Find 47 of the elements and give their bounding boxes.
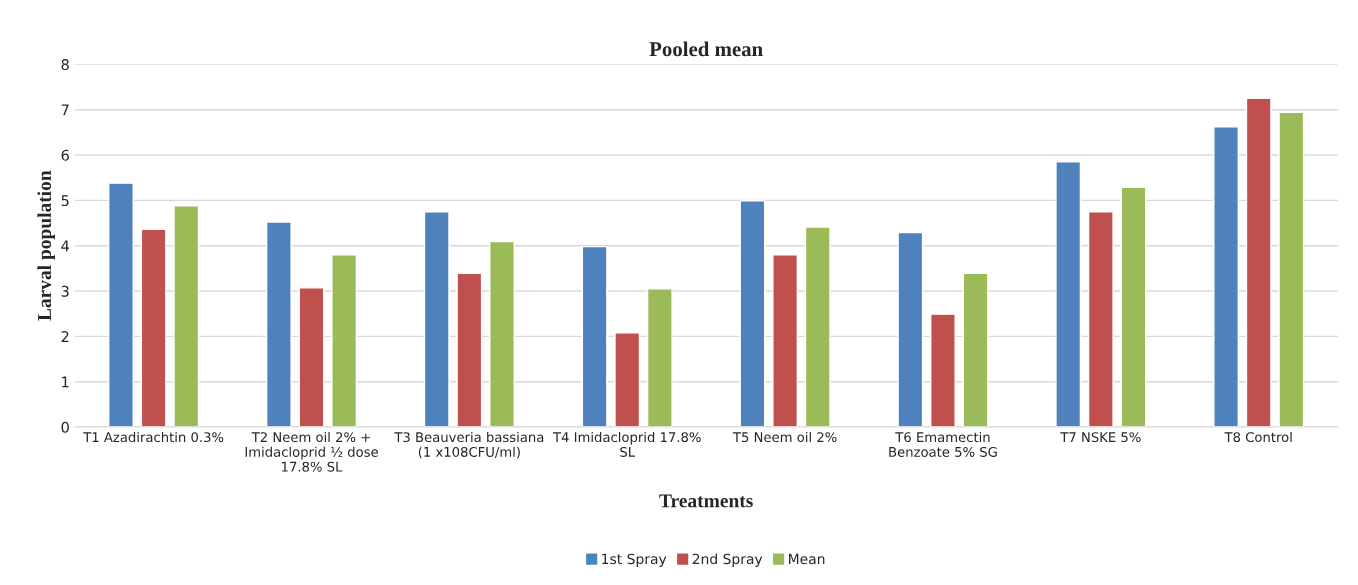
bar bbox=[1278, 111, 1305, 428]
bar bbox=[581, 245, 608, 428]
legend-label: 2nd Spray bbox=[692, 553, 763, 567]
x-tick-label: T4 Imidacloprid 17.8% SL bbox=[552, 431, 701, 457]
y-tick-label: 5 bbox=[61, 195, 69, 207]
y-tick-label: 4 bbox=[61, 240, 70, 252]
y-tick-label: 0 bbox=[61, 421, 69, 433]
bar bbox=[265, 221, 292, 428]
y-axis-title: Larval population bbox=[37, 170, 55, 321]
y-tick-label: 3 bbox=[61, 285, 69, 297]
bar bbox=[930, 313, 956, 428]
x-tick-label: T8 Control bbox=[1224, 431, 1292, 443]
chart-title: Pooled mean bbox=[649, 41, 763, 57]
x-tick-label: T3 Beauveria bassiana (1 x108CFU/ml) bbox=[394, 431, 544, 459]
y-tick-label: 6 bbox=[61, 149, 69, 161]
bar bbox=[1245, 97, 1272, 428]
y-tick-label: 7 bbox=[61, 104, 69, 116]
bar bbox=[108, 182, 134, 428]
bar bbox=[173, 205, 200, 428]
y-tick-label: 1 bbox=[62, 376, 69, 388]
bar bbox=[739, 200, 766, 428]
x-tick-label: T7 NSKE 5% bbox=[1060, 432, 1141, 443]
x-axis-title: Treatments bbox=[659, 494, 753, 508]
x-tick-label: T6 Emamectin Benzoate 5% SG bbox=[889, 431, 997, 457]
bar bbox=[772, 254, 799, 428]
bar bbox=[614, 332, 641, 428]
bar bbox=[897, 231, 924, 428]
bar bbox=[298, 287, 325, 428]
legend-label: 1st Spray bbox=[602, 553, 667, 567]
bar bbox=[489, 240, 515, 428]
bar bbox=[140, 228, 167, 428]
x-tick-label: T2 Neem oil 2% + Imidacloprid ½ dose 17.8% SL bbox=[245, 431, 378, 472]
bar bbox=[331, 254, 358, 428]
bar bbox=[456, 272, 483, 428]
bar bbox=[1087, 211, 1114, 428]
bar bbox=[804, 226, 831, 428]
bar bbox=[646, 288, 673, 428]
bar bbox=[1055, 161, 1082, 428]
x-tick-label: T1 Azadirachtin 0.3% bbox=[83, 431, 224, 443]
legend-label: Mean bbox=[789, 553, 825, 565]
bar bbox=[1213, 126, 1240, 428]
y-tick-label: 8 bbox=[61, 59, 69, 71]
y-tick-label: 2 bbox=[61, 331, 69, 342]
bar bbox=[423, 211, 450, 428]
bar bbox=[1120, 186, 1147, 428]
bar bbox=[962, 272, 989, 428]
x-tick-label: T5 Neem oil 2% bbox=[732, 431, 837, 443]
